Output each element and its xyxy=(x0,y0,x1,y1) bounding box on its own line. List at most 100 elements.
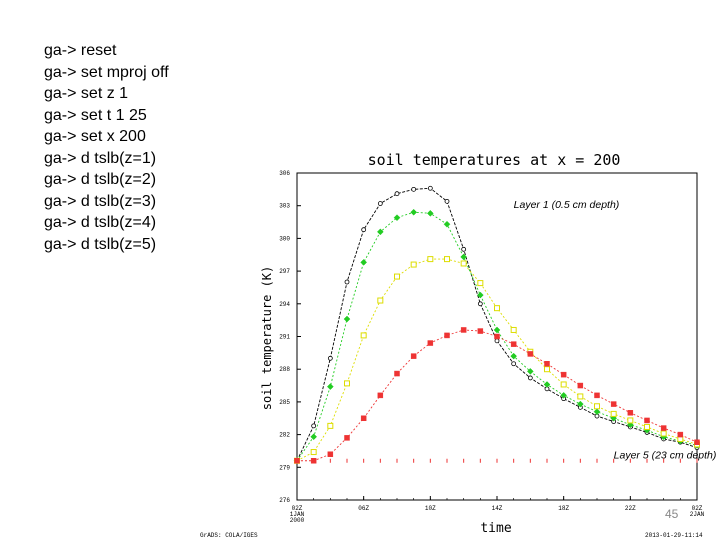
series-line xyxy=(296,258,698,462)
data-point xyxy=(310,449,317,456)
data-point xyxy=(560,392,568,399)
data-point xyxy=(510,352,518,360)
data-point xyxy=(644,417,650,424)
data-point xyxy=(394,273,400,280)
y-axis-label: soil temperature (K) xyxy=(260,266,274,411)
data-point xyxy=(344,380,350,387)
data-point xyxy=(494,305,500,312)
data-point xyxy=(344,279,350,285)
data-point xyxy=(410,353,417,359)
data-point xyxy=(377,201,383,206)
data-point xyxy=(660,425,667,431)
data-point xyxy=(444,198,450,204)
data-point xyxy=(310,433,318,441)
data-point xyxy=(610,401,617,407)
y-tick-label: 306 xyxy=(279,170,290,177)
data-point xyxy=(576,400,584,408)
y-tick-label: 297 xyxy=(279,268,290,275)
console-line: ga-> set z 1 xyxy=(44,85,129,102)
data-point xyxy=(294,458,300,464)
y-tick-label: 285 xyxy=(279,399,290,406)
y-tick-label: 291 xyxy=(279,334,290,341)
x-tick-label: 2JAN xyxy=(690,511,705,518)
x-tick-label: 18Z xyxy=(558,505,569,512)
x-tick-label: 02Z xyxy=(692,505,703,512)
x-tick-label: 22Z xyxy=(625,505,636,512)
console-line: ga-> reset xyxy=(44,42,117,59)
x-axis-label: time xyxy=(480,521,511,536)
x-tick-label: 10Z xyxy=(425,505,436,512)
data-point xyxy=(477,280,484,287)
y-tick-label: 288 xyxy=(279,366,290,373)
data-point xyxy=(594,403,600,410)
data-point xyxy=(627,417,634,424)
data-point xyxy=(577,393,584,400)
data-point xyxy=(644,423,650,430)
y-tick-label: 303 xyxy=(279,203,290,210)
data-point xyxy=(426,209,434,217)
data-point xyxy=(610,410,617,417)
data-point xyxy=(326,383,334,390)
data-point xyxy=(427,340,434,346)
data-point xyxy=(493,326,501,334)
data-point xyxy=(461,246,467,252)
x-tick-label: 14Z xyxy=(492,505,503,512)
data-point xyxy=(543,381,551,388)
data-point xyxy=(511,361,517,367)
data-point xyxy=(343,315,351,323)
data-point xyxy=(377,392,384,399)
data-point xyxy=(410,208,418,216)
console-line: ga-> d tslb(z=2) xyxy=(44,171,157,188)
data-point xyxy=(694,439,700,445)
layer-annotation: Layer 1 (0.5 cm depth) xyxy=(514,199,620,211)
data-point xyxy=(477,328,484,334)
data-point xyxy=(394,191,400,197)
footer-right: 2013-01-29-11:14 xyxy=(645,532,703,539)
data-point xyxy=(327,422,334,429)
data-point xyxy=(544,366,550,373)
data-point xyxy=(360,332,367,339)
annotations: Layer 1 (0.5 cm depth) Layer 5 (23 cm dep… xyxy=(514,199,717,462)
data-point xyxy=(494,333,500,340)
data-point xyxy=(577,382,584,389)
y-tick-label: 282 xyxy=(279,432,290,439)
page-number: 45 xyxy=(665,507,679,521)
data-point xyxy=(394,370,400,377)
data-point xyxy=(627,410,634,416)
y-tick-label: 279 xyxy=(279,464,290,471)
y-tick-label: 300 xyxy=(279,235,290,242)
data-point xyxy=(410,261,417,268)
data-point xyxy=(527,351,534,357)
data-point xyxy=(527,375,533,381)
console-line: ga-> set t 1 25 xyxy=(44,106,147,124)
y-axis: 276 279 282 285 288 291 294 297 300 303 306 xyxy=(279,170,301,504)
console-line: ga-> set x 200 xyxy=(44,128,146,145)
y-tick-label: 276 xyxy=(279,497,290,504)
data-point xyxy=(427,185,433,191)
x-tick-label: 06Z xyxy=(358,505,369,512)
console-line: ga-> d tslb(z=1) xyxy=(44,149,157,167)
data-point xyxy=(360,415,367,421)
data-point xyxy=(376,228,384,236)
data-point xyxy=(311,423,317,429)
y-tick-label: 294 xyxy=(279,301,290,308)
layer-annotation: Layer 5 (23 cm depth) xyxy=(614,450,717,462)
grads-console: ga-> reset ga-> set mproj off ga-> set z 1… xyxy=(44,40,169,255)
data-point xyxy=(677,431,684,438)
chart-title: soil temperatures at x = 200 xyxy=(368,151,621,169)
data-point xyxy=(594,392,600,399)
data-point xyxy=(660,430,667,437)
console-line: ga-> set mproj off xyxy=(44,63,169,81)
console-line: ga-> d tslb(z=3) xyxy=(44,192,157,210)
data-point xyxy=(560,381,567,388)
x-tick-label: 2000 xyxy=(290,517,305,524)
console-line: ga-> d tslb(z=5) xyxy=(44,235,157,253)
data-point xyxy=(476,291,484,299)
data-point xyxy=(310,458,317,464)
data-point xyxy=(361,227,367,233)
x-tick-label: 02Z xyxy=(292,505,303,512)
data-point xyxy=(460,253,468,261)
